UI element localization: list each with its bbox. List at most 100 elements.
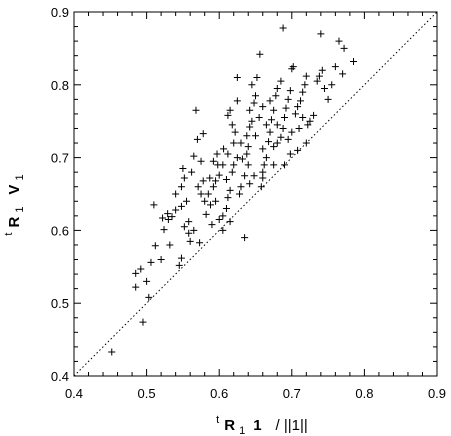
data-point-plus <box>199 177 207 185</box>
data-point-plus <box>108 348 116 356</box>
data-point-plus <box>236 190 244 198</box>
data-point-plus <box>243 132 251 140</box>
data-point-plus <box>172 190 180 198</box>
reference-line <box>73 11 438 377</box>
data-point-plus <box>238 155 246 163</box>
x-label-subscript: 1 <box>239 425 245 436</box>
data-point-plus <box>145 293 153 301</box>
data-point-plus <box>185 229 193 237</box>
data-point-plus <box>233 97 241 105</box>
x-label-tail: / ||1|| <box>276 417 308 434</box>
data-point-plus <box>256 50 264 58</box>
data-point-plus <box>302 72 310 80</box>
data-point-plus <box>306 117 314 125</box>
data-point-plus <box>265 138 273 146</box>
data-point-plus <box>157 256 165 264</box>
data-point-plus <box>226 186 234 194</box>
data-point-plus <box>166 241 174 249</box>
data-point-plus <box>180 223 188 231</box>
data-point-plus <box>132 283 140 291</box>
data-point-plus <box>185 218 193 226</box>
data-point-plus <box>209 183 217 191</box>
data-point-plus <box>281 161 289 169</box>
data-point-plus <box>137 265 145 273</box>
data-point-plus <box>295 124 303 132</box>
data-point-plus <box>299 114 307 122</box>
y-label-subscript: 1 <box>14 207 26 213</box>
y-tick-label: 0.7 <box>51 151 69 166</box>
data-point-plus <box>224 150 232 158</box>
data-point-plus <box>197 190 205 198</box>
data-point-plus <box>186 237 194 245</box>
data-point-plus <box>188 168 196 176</box>
data-point-plus <box>279 24 287 32</box>
data-point-plus <box>132 269 140 277</box>
data-point-plus <box>324 95 332 103</box>
data-point-plus <box>266 97 274 105</box>
data-point-plus <box>277 77 285 85</box>
data-point-plus <box>315 72 323 80</box>
data-point-plus <box>279 124 287 132</box>
data-point-plus <box>213 150 221 158</box>
data-point-plus <box>255 114 263 122</box>
data-point-plus <box>250 99 258 107</box>
y-tick-label: 0.6 <box>51 223 69 238</box>
data-point-plus <box>244 143 252 151</box>
y-label-bold2: V <box>6 185 23 195</box>
data-point-plus <box>226 106 234 114</box>
data-point-plus <box>246 106 254 114</box>
data-point-plus <box>226 218 234 226</box>
x-label-bold2: 1 <box>253 417 261 434</box>
data-point-plus <box>302 139 310 147</box>
data-point-plus <box>159 214 167 222</box>
data-point-plus <box>160 226 168 234</box>
data-point-plus <box>273 84 281 92</box>
data-point-plus <box>253 74 261 82</box>
data-point-plus <box>304 121 312 129</box>
x-tick-label: 0.9 <box>428 386 446 401</box>
data-point-plus <box>317 30 325 38</box>
data-point-plus <box>204 190 212 198</box>
data-point-plus <box>252 92 259 100</box>
data-point-plus <box>340 44 348 52</box>
y-tick-label: 0.4 <box>51 369 69 384</box>
data-point-plus <box>212 177 220 185</box>
plot-frame <box>73 11 438 377</box>
data-point-plus <box>313 77 321 85</box>
data-point-plus <box>331 63 339 71</box>
data-point-plus <box>194 183 202 191</box>
data-point-plus <box>190 152 198 160</box>
data-point-plus <box>266 128 274 136</box>
data-point-plus <box>224 194 232 202</box>
data-point-plus <box>164 215 172 223</box>
data-point-plus <box>219 212 227 220</box>
data-point-plus <box>208 221 216 229</box>
data-point-plus <box>209 157 217 165</box>
data-point-plus <box>273 139 281 147</box>
data-point-plus <box>270 106 278 114</box>
data-point-plus <box>272 92 280 100</box>
x-tick-label: 0.7 <box>283 386 301 401</box>
data-point-plus <box>270 161 278 169</box>
data-point-plus <box>190 226 198 234</box>
x-tick-label: 0.5 <box>138 386 156 401</box>
data-point-plus <box>286 87 294 95</box>
data-point-plus <box>244 161 252 169</box>
y-axis-label: t R 1 V 1 <box>0 174 27 235</box>
x-label-bold: R <box>224 417 235 434</box>
data-point-plus <box>310 111 318 119</box>
data-point-plus <box>197 157 205 165</box>
data-point-plus <box>250 172 258 180</box>
data-point-plus <box>164 210 172 218</box>
axis-tick-labels: 0.4 0.5 0.6 0.7 0.8 0.9 0.4 0.5 0.6 0.7 0.8 0.9 <box>51 5 446 401</box>
data-point-plus <box>230 161 238 169</box>
data-point-plus <box>248 81 256 89</box>
data-point-plus <box>147 258 155 266</box>
data-point-plus <box>151 242 159 250</box>
data-point-plus <box>201 197 209 205</box>
data-point-plus <box>230 139 238 147</box>
data-point-plus <box>199 130 207 138</box>
data-point-plus <box>228 121 236 129</box>
data-point-plus <box>222 205 230 213</box>
